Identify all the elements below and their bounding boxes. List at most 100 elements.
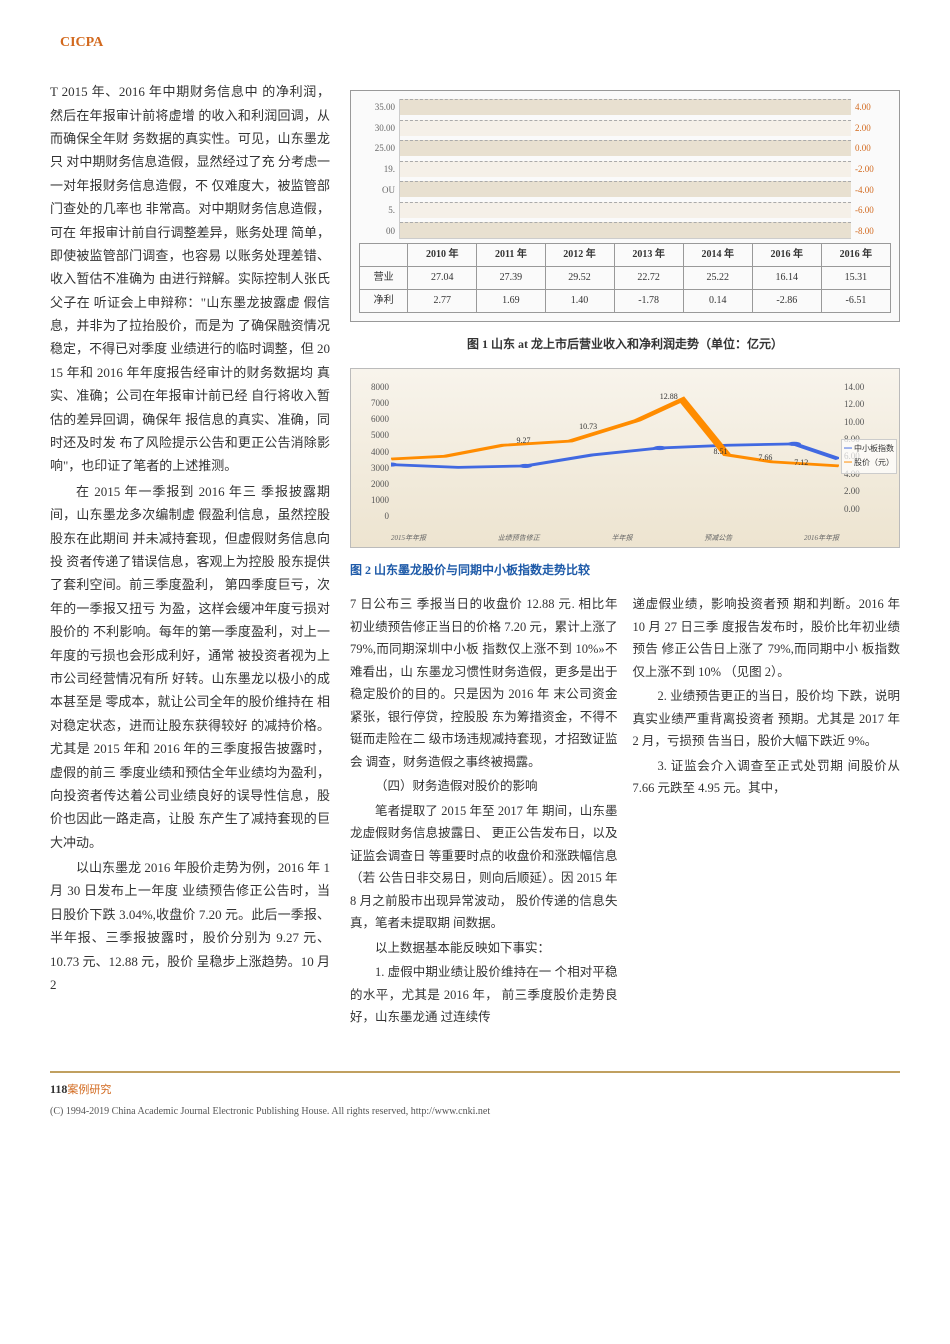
right-column: 35.00 30.00 25.00 19. OU 5. 00: [350, 80, 900, 1031]
chart2-svg: [391, 379, 839, 517]
annotation: 12.88: [660, 390, 678, 404]
para: 7 日公布三 季报当日的收盘价 12.88 元. 相比年 初业绩预告修正当日的价…: [350, 593, 618, 773]
axis-tick: 0.00: [855, 140, 891, 156]
axis-tick: 3000: [351, 460, 389, 476]
axis-tick: 14.00: [844, 379, 899, 395]
chart1-body: [399, 99, 851, 239]
chart1-right-axis: 4.00 2.00 0.00 -2.00 -4.00 -6.00 -8.00: [851, 99, 891, 239]
header-brand: CICPA: [60, 30, 900, 55]
axis-tick: 7000: [351, 395, 389, 411]
axis-tick: 8000: [351, 379, 389, 395]
table-cell: -6.51: [821, 290, 890, 313]
chart2-plot-area: 9.27 10.73 12.88 8.51 7.66 7.12: [391, 379, 839, 517]
axis-tick: 1000: [351, 492, 389, 508]
axis-tick: 2000: [351, 476, 389, 492]
table-cell: 25.22: [683, 267, 752, 290]
axis-tick: 12.00: [844, 396, 899, 412]
axis-tick: 5.: [359, 202, 395, 218]
axis-tick: 4000: [351, 444, 389, 460]
annotation: 7.12: [794, 456, 808, 470]
axis-tick: 19.: [359, 161, 395, 177]
axis-tick: 0: [351, 508, 389, 524]
chart2-xaxis: 2015年年报 业绩预告修正 半年报 预减公告 2016年年报: [391, 532, 839, 545]
x-label: 2016年年报: [804, 532, 839, 545]
table-cell: -2.86: [752, 290, 821, 313]
table-cell: 22.72: [614, 267, 683, 290]
table-cell: 0.14: [683, 290, 752, 313]
x-label: 半年报: [612, 532, 633, 545]
axis-tick: -2.00: [855, 161, 891, 177]
annotation: 8.51: [714, 445, 728, 459]
main-content: T 2015 年、2016 年中期财务信息中 的净利润，然后在年报审计前将虚增 …: [50, 80, 900, 1031]
para: 递虚假业绩，影响投资者预 期和判断。2016 年 10 月 27 日三季 度报告…: [633, 593, 901, 683]
table-cell: 2011 年: [477, 244, 545, 267]
para-2: 在 2015 年一季报到 2016 年三 季报披露期间，山东墨龙多次编制虚 假盈…: [50, 480, 330, 854]
table-cell: 29.52: [545, 267, 614, 290]
axis-tick: 5000: [351, 427, 389, 443]
para-3: 以山东墨龙 2016 年股价走势为例，2016 年 1 月 30 日发布上一年度…: [50, 856, 330, 996]
table-cell: 1.69: [477, 290, 545, 313]
table-cell: 15.31: [821, 267, 890, 290]
para: 笔者提取了 2015 年至 2017 年 期间，山东墨龙虚假财务信息披露日、 更…: [350, 800, 618, 935]
table-cell: 2010 年: [408, 244, 477, 267]
annotation: 10.73: [579, 420, 597, 434]
left-column: T 2015 年、2016 年中期财务信息中 的净利润，然后在年报审计前将虚增 …: [50, 80, 330, 1031]
axis-tick: 6000: [351, 411, 389, 427]
chart1-caption: 图 1 山东 at 龙上市后营业收入和净利润走势（单位：亿元）: [350, 334, 900, 356]
axis-tick: -6.00: [855, 202, 891, 218]
para: 以上数据基本能反映如下事实：: [350, 937, 618, 960]
footer: 118案例研究 (C) 1994-2019 China Academic Jou…: [50, 1071, 900, 1121]
x-label: 2015年年报: [391, 532, 426, 545]
chart2-left-axis: 8000 7000 6000 5000 4000 3000 2000 1000 …: [351, 379, 389, 517]
chart2-legend: ━ 中小板指数 ━ 股价（元）: [841, 439, 897, 474]
table-cell: 2016 年: [752, 244, 821, 267]
axis-tick: 0.00: [844, 501, 899, 517]
axis-tick: 35.00: [359, 99, 395, 115]
axis-tick: 25.00: [359, 140, 395, 156]
table-cell: 营业: [360, 267, 408, 290]
legend-item: 中小板指数: [854, 444, 894, 453]
chart1-container: 35.00 30.00 25.00 19. OU 5. 00: [350, 90, 900, 322]
axis-tick: -8.00: [855, 223, 891, 239]
bottom-col-1: 7 日公布三 季报当日的收盘价 12.88 元. 相比年 初业绩预告修正当日的价…: [350, 593, 618, 1031]
table-cell: 1.40: [545, 290, 614, 313]
para: 3. 证监会介入调查至正式处罚期 间股价从 7.66 元跌至 4.95 元。其中…: [633, 755, 901, 800]
axis-tick: OU: [359, 182, 395, 198]
axis-tick: 10.00: [844, 414, 899, 430]
bottom-col-2: 递虚假业绩，影响投资者预 期和判断。2016 年 10 月 27 日三季 度报告…: [633, 593, 901, 1031]
footer-label: 案例研究: [67, 1084, 111, 1096]
para: 1. 虚假中期业绩让股价维持在一 个相对平稳的水平，尤其是 2016 年， 前三…: [350, 961, 618, 1029]
copyright: (C) 1994-2019 China Academic Journal Ele…: [50, 1103, 900, 1121]
axis-tick: 00: [359, 223, 395, 239]
x-label: 预减公告: [704, 532, 732, 545]
para: 2. 业绩预告更正的当日，股价均 下跌，说明真实业绩严重背离投资者 预期。尤其是…: [633, 685, 901, 753]
bottom-columns: 7 日公布三 季报当日的收盘价 12.88 元. 相比年 初业绩预告修正当日的价…: [350, 593, 900, 1031]
chart2-caption: 图 2 山东墨龙股价与同期中小板指数走势比较: [350, 560, 900, 582]
legend-item: 股价（元）: [854, 458, 894, 467]
axis-tick: 30.00: [359, 120, 395, 136]
table-cell: 2013 年: [614, 244, 683, 267]
chart2-container: 8000 7000 6000 5000 4000 3000 2000 1000 …: [350, 368, 900, 548]
table-cell: -1.78: [614, 290, 683, 313]
axis-tick: -4.00: [855, 182, 891, 198]
table-cell: 27.39: [477, 267, 545, 290]
table-cell: 16.14: [752, 267, 821, 290]
table-cell: 27.04: [408, 267, 477, 290]
annotation: 7.66: [758, 451, 772, 465]
chart1-data-table: 2010 年 2011 年 2012 年 2013 年 2014 年 2016 …: [359, 243, 891, 313]
axis-tick: 2.00: [844, 483, 899, 499]
table-cell: 2016 年: [821, 244, 890, 267]
table-cell: [360, 244, 408, 267]
para-1: T 2015 年、2016 年中期财务信息中 的净利润，然后在年报审计前将虚增 …: [50, 80, 330, 478]
data-marker: [653, 446, 666, 450]
table-header-row: 2010 年 2011 年 2012 年 2013 年 2014 年 2016 …: [360, 244, 891, 267]
axis-tick: 4.00: [855, 99, 891, 115]
chart1: 35.00 30.00 25.00 19. OU 5. 00: [359, 99, 891, 239]
axis-tick: 2.00: [855, 120, 891, 136]
table-row: 净利 2.77 1.69 1.40 -1.78 0.14 -2.86 -6.51: [360, 290, 891, 313]
table-cell: 净利: [360, 290, 408, 313]
table-cell: 2014 年: [683, 244, 752, 267]
table-cell: 2.77: [408, 290, 477, 313]
data-marker: [787, 442, 800, 446]
section-heading: （四）财务造假对股价的影响: [350, 775, 618, 798]
